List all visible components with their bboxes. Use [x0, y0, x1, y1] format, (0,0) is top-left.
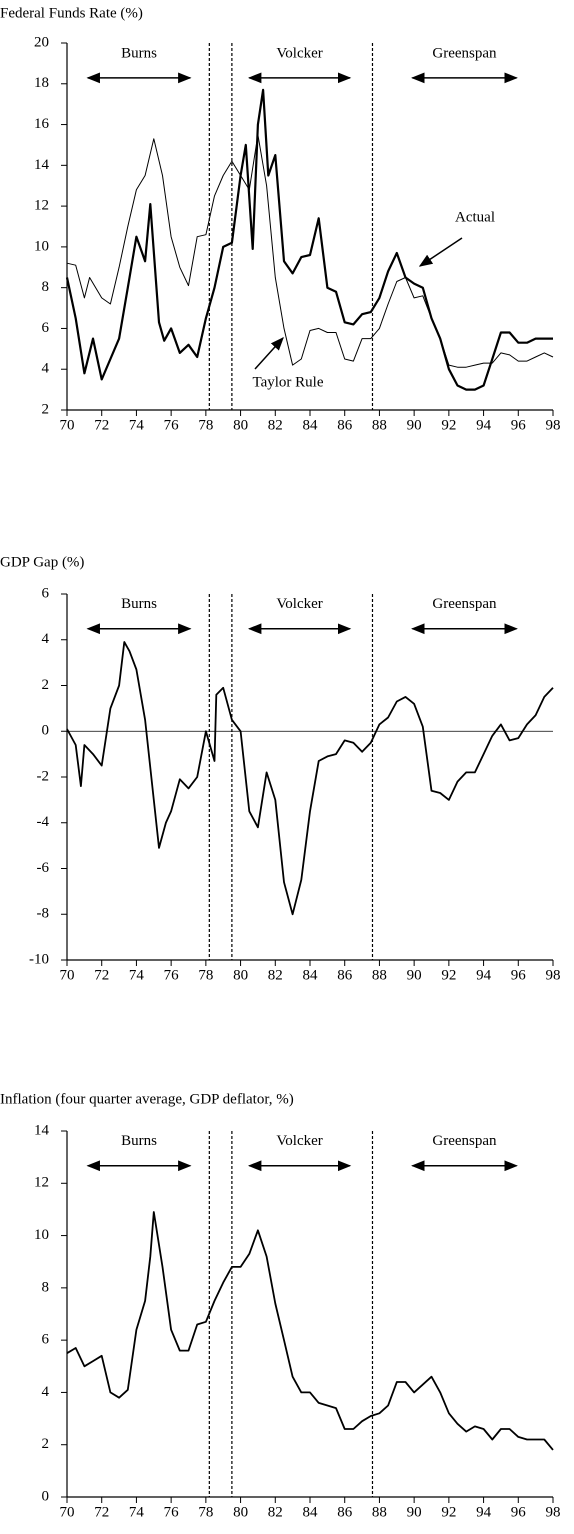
x-tick-label: 96: [511, 1504, 527, 1520]
y-tick-label: -8: [37, 906, 50, 922]
x-tick-label: 74: [129, 1504, 145, 1520]
y-tick-label: 12: [34, 198, 49, 214]
y-tick-label: -2: [37, 768, 50, 784]
x-tick-label: 78: [198, 1504, 213, 1520]
series-label: Taylor Rule: [252, 374, 323, 390]
x-tick-label: 84: [303, 967, 319, 983]
panel-title: Inflation (four quarter average, GDP def…: [0, 1091, 294, 1107]
era-label: Burns: [121, 596, 157, 612]
x-tick-label: 70: [60, 1504, 75, 1520]
era-label: Burns: [121, 1133, 157, 1149]
x-tick-label: 92: [441, 1504, 456, 1520]
y-tick-label: 4: [42, 1384, 50, 1400]
panel-title: GDP Gap (%): [0, 554, 84, 570]
y-tick-label: 0: [42, 723, 50, 739]
x-tick-label: 98: [546, 967, 561, 983]
y-tick-label: 2: [42, 677, 50, 693]
x-tick-label: 70: [60, 967, 75, 983]
y-tick-label: 0: [42, 1488, 50, 1504]
x-tick-label: 78: [198, 967, 213, 983]
x-tick-label: 90: [407, 967, 422, 983]
x-tick-label: 96: [511, 417, 527, 433]
x-tick-label: 74: [129, 417, 145, 433]
y-tick-label: 6: [42, 585, 50, 601]
x-tick-label: 72: [94, 417, 109, 433]
y-tick-label: 6: [42, 1332, 50, 1348]
x-tick-label: 98: [546, 417, 561, 433]
series-line: [65, 88, 553, 391]
y-tick-label: 16: [34, 116, 50, 132]
label-arrow: [418, 237, 463, 267]
x-tick-label: 94: [476, 967, 492, 983]
x-tick-label: 86: [337, 1504, 353, 1520]
x-tick-label: 80: [233, 417, 248, 433]
y-tick-label: -4: [37, 814, 50, 830]
x-tick-label: 94: [476, 1504, 492, 1520]
y-tick-label: 18: [34, 75, 49, 91]
x-tick-label: 72: [94, 967, 109, 983]
y-tick-label: 8: [42, 1279, 50, 1295]
y-tick-label: 8: [42, 279, 50, 295]
x-tick-label: 88: [372, 417, 387, 433]
x-tick-label: 76: [164, 967, 180, 983]
panel-title: Federal Funds Rate (%): [0, 5, 143, 21]
x-tick-label: 84: [303, 1504, 319, 1520]
y-tick-label: 10: [34, 238, 49, 254]
x-tick-label: 82: [268, 1504, 283, 1520]
series-line: [66, 641, 554, 916]
x-tick-label: 96: [511, 967, 527, 983]
y-tick-label: 14: [34, 157, 50, 173]
y-tick-label: 14: [34, 1122, 50, 1138]
y-tick-label: 2: [42, 401, 50, 417]
y-tick-label: 4: [42, 631, 50, 647]
x-tick-label: 78: [198, 417, 213, 433]
series-label: Actual: [455, 209, 495, 225]
x-tick-label: 70: [60, 417, 75, 433]
x-tick-label: 92: [441, 417, 456, 433]
y-tick-label: 2: [42, 1436, 50, 1452]
x-tick-label: 80: [233, 1504, 248, 1520]
x-tick-label: 88: [372, 967, 387, 983]
y-tick-label: -10: [29, 951, 49, 967]
era-label: Volcker: [276, 596, 322, 612]
x-tick-label: 90: [407, 1504, 422, 1520]
y-tick-label: 4: [42, 361, 50, 377]
x-tick-label: 76: [164, 1504, 180, 1520]
x-tick-label: 76: [164, 417, 180, 433]
label-arrow: [254, 336, 284, 370]
x-tick-label: 98: [546, 1504, 561, 1520]
series-line: [66, 134, 554, 368]
x-tick-label: 86: [337, 417, 353, 433]
x-tick-label: 82: [268, 417, 283, 433]
era-label: Burns: [121, 45, 157, 61]
x-tick-label: 88: [372, 1504, 387, 1520]
x-tick-label: 92: [441, 967, 456, 983]
era-label: Volcker: [276, 1133, 322, 1149]
y-tick-label: 10: [34, 1227, 49, 1243]
era-label: Greenspan: [432, 596, 497, 612]
era-label: Greenspan: [432, 45, 497, 61]
x-tick-label: 74: [129, 967, 145, 983]
x-tick-label: 86: [337, 967, 353, 983]
y-tick-label: 12: [34, 1175, 49, 1191]
x-tick-label: 72: [94, 1504, 109, 1520]
x-tick-label: 90: [407, 417, 422, 433]
series-line: [66, 1211, 554, 1451]
x-tick-label: 82: [268, 967, 283, 983]
y-tick-label: 20: [34, 34, 49, 50]
x-tick-label: 80: [233, 967, 248, 983]
era-label: Volcker: [276, 45, 322, 61]
y-tick-label: 6: [42, 320, 50, 336]
x-tick-label: 84: [303, 417, 319, 433]
x-tick-label: 94: [476, 417, 492, 433]
y-tick-label: -6: [37, 860, 50, 876]
era-label: Greenspan: [432, 1133, 497, 1149]
